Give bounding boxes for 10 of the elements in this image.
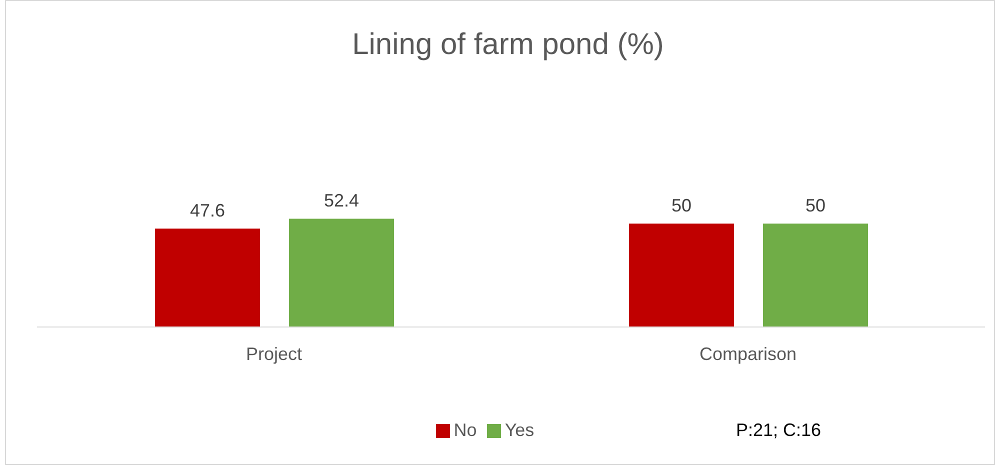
data-label: 47.6 bbox=[190, 200, 226, 221]
data-label: 50 bbox=[805, 196, 826, 216]
legend-label: No bbox=[454, 420, 477, 440]
x-tick-label: Project bbox=[246, 344, 302, 364]
chart-title: Lining of farm pond (%) bbox=[351, 28, 665, 62]
text: P:21; C:16 bbox=[736, 420, 822, 441]
legend-label: Yes bbox=[504, 420, 534, 440]
data-label: 52.4 bbox=[324, 190, 360, 211]
data-label: 50 bbox=[671, 196, 692, 216]
x-tick-label: Comparison bbox=[699, 344, 797, 364]
